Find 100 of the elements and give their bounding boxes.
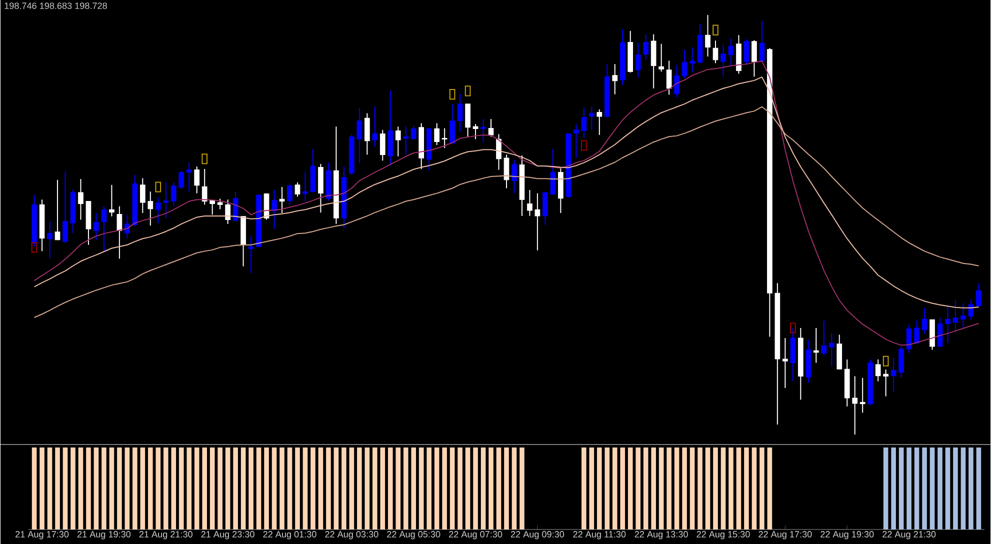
candlestick: [47, 220, 52, 258]
candlestick: [94, 212, 99, 240]
candlestick: [898, 346, 904, 378]
candlestick: [62, 170, 68, 244]
candlestick: [294, 182, 300, 197]
candlestick: [759, 20, 765, 63]
candlestick: [860, 377, 866, 414]
candlestick: [658, 43, 664, 72]
candlestick: [148, 190, 154, 226]
candlestick: [875, 358, 881, 382]
candlestick: [364, 112, 370, 155]
x-tick-label: 22 Aug 09:30: [510, 530, 564, 540]
x-tick-label: 22 Aug 07:30: [449, 530, 502, 540]
candlestick: [705, 14, 710, 57]
candlestick: [813, 327, 819, 364]
candlestick: [542, 192, 548, 226]
x-tick-label: 21 Aug 23:30: [201, 530, 254, 540]
candlestick: [279, 186, 285, 214]
candlestick: [504, 154, 510, 189]
x-tick-label: 22 Aug 13:30: [634, 530, 688, 540]
candlestick: [821, 320, 827, 356]
candlestick: [728, 38, 734, 67]
candlestick: [248, 236, 254, 274]
candlestick: [976, 282, 982, 308]
candlestick: [588, 106, 594, 130]
candlestick: [952, 299, 958, 334]
candlestick: [720, 44, 726, 77]
candlestick: [380, 129, 386, 161]
candlestick: [581, 106, 587, 139]
candlestick: [372, 105, 378, 147]
candlestick: [457, 93, 463, 132]
candlestick: [194, 166, 200, 194]
candlestick: [163, 182, 169, 218]
x-tick-label: 21 Aug 19:30: [77, 530, 131, 540]
candlestick: [968, 299, 974, 320]
candlestick: [712, 40, 718, 64]
candlestick: [960, 302, 966, 328]
x-tick-label: 22 Aug 11:30: [573, 530, 626, 540]
x-tick-label: 21 Aug 17:30: [16, 530, 69, 540]
candlestick: [945, 305, 950, 344]
candlestick: [140, 177, 146, 214]
candlestick: [828, 332, 834, 366]
candlestick: [170, 182, 176, 207]
candlestick: [635, 42, 641, 78]
candlestick: [178, 170, 184, 190]
candlestick: [450, 104, 455, 144]
candlestick: [744, 38, 750, 66]
x-tick-label: 21 Aug 21:30: [139, 530, 192, 540]
candlestick: [690, 46, 695, 73]
candlestick: [550, 148, 556, 196]
candlestick: [573, 123, 579, 158]
candlestick: [480, 118, 486, 143]
text: 198.746 198.683 198.728: [4, 2, 107, 9]
candlestick: [883, 368, 888, 397]
candlestick: [54, 179, 60, 240]
candlestick: [442, 128, 448, 148]
candlestick: [512, 159, 517, 194]
candlestick: [937, 317, 943, 348]
candlestick: [116, 206, 122, 260]
candlestick: [906, 324, 912, 354]
candlestick: [356, 107, 362, 164]
candlestick: [472, 123, 478, 140]
candlestick: [890, 357, 896, 392]
x-tick-label: 22 Aug 03:30: [325, 530, 378, 540]
candlestick: [124, 214, 130, 238]
x-tick-label: 22 Aug 21:30: [882, 530, 936, 540]
candlestick: [922, 307, 928, 334]
candlestick: [596, 108, 602, 136]
x-tick-label: 22 Aug 15:30: [696, 530, 750, 540]
candlestick: [302, 170, 308, 202]
x-tick-label: 22 Aug 05:30: [387, 530, 440, 540]
x-tick-label: 22 Aug 01:30: [263, 530, 316, 540]
candlestick: [217, 198, 223, 210]
x-tick-label: 22 Aug 19:30: [820, 530, 874, 540]
candlestick: [612, 63, 618, 95]
candlestick: [666, 60, 672, 95]
x-tick-label: 22 Aug 17:30: [758, 530, 812, 540]
candlestick: [403, 126, 409, 155]
candlestick: [202, 168, 208, 205]
candlestick: [534, 192, 540, 251]
candlestick: [496, 133, 502, 170]
candlestick: [78, 178, 84, 220]
candlestick: [914, 320, 920, 344]
candlestick: [410, 125, 416, 140]
candlestick: [101, 206, 107, 252]
candlestick: [155, 196, 161, 224]
candlestick: [272, 189, 277, 230]
candlestick: [682, 49, 688, 79]
candlestick: [488, 118, 494, 137]
candlestick: [465, 103, 470, 137]
candlestick: [395, 126, 401, 157]
candlestick: [225, 198, 230, 224]
candlestick: [186, 162, 192, 192]
candlestick: [527, 189, 532, 216]
candlestick: [852, 376, 858, 435]
candlestick: [210, 198, 215, 215]
candlestick: [752, 39, 757, 77]
candlestick: [232, 190, 238, 222]
candlestick: [109, 184, 114, 217]
candlestick: [643, 34, 649, 60]
